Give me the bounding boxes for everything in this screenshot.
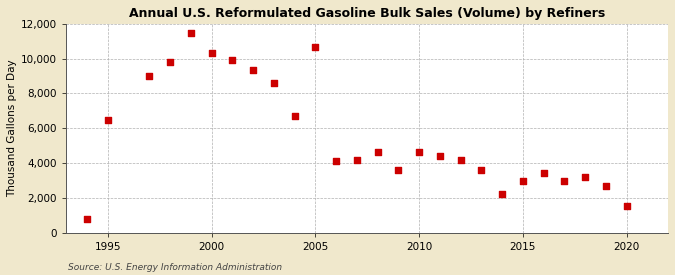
Point (497, 192, 508, 196)
Point (559, 179, 570, 183)
Point (269, 81, 279, 85)
Point (165, 60, 176, 64)
Point (455, 157, 466, 162)
Point (227, 57, 238, 62)
Point (289, 114, 300, 118)
Point (352, 157, 362, 162)
Point (414, 150, 425, 154)
Point (331, 159, 342, 163)
Point (393, 168, 404, 172)
Point (621, 204, 632, 208)
Y-axis label: Thousand Gallons per Day: Thousand Gallons per Day (7, 59, 17, 197)
Point (103, 117, 113, 122)
Point (186, 31, 196, 36)
Point (82, 216, 92, 221)
Point (580, 175, 591, 179)
Point (206, 50, 217, 55)
Point (538, 171, 549, 176)
Point (476, 168, 487, 172)
Point (310, 45, 321, 50)
Point (518, 179, 529, 183)
Text: Source: U.S. Energy Information Administration: Source: U.S. Energy Information Administ… (68, 263, 281, 272)
Title: Annual U.S. Reformulated Gasoline Bulk Sales (Volume) by Refiners: Annual U.S. Reformulated Gasoline Bulk S… (129, 7, 605, 20)
Point (372, 150, 383, 154)
Point (435, 154, 446, 158)
Point (600, 183, 611, 188)
Point (248, 68, 259, 72)
Point (144, 74, 155, 78)
